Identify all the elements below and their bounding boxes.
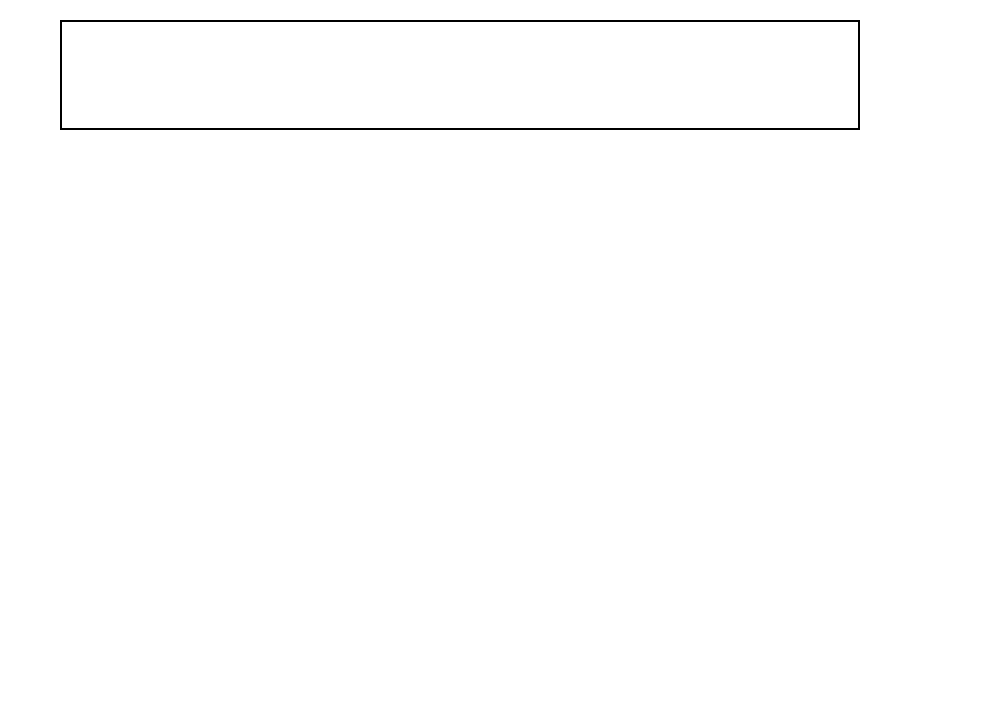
flow-step-step1 xyxy=(60,20,860,130)
flowchart-canvas xyxy=(0,0,1000,720)
